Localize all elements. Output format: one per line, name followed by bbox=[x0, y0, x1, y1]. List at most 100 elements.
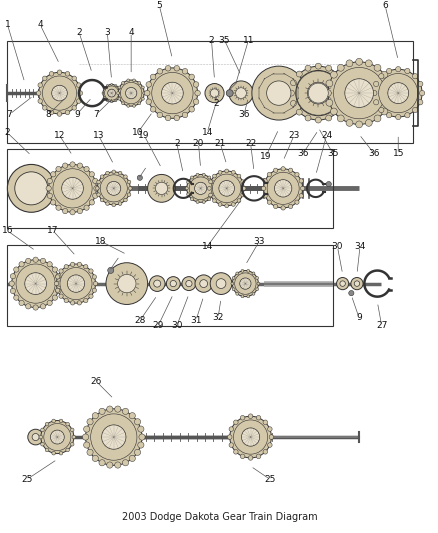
Ellipse shape bbox=[241, 295, 244, 298]
Ellipse shape bbox=[50, 430, 64, 444]
Ellipse shape bbox=[296, 70, 341, 116]
Ellipse shape bbox=[146, 99, 152, 104]
Ellipse shape bbox=[99, 459, 105, 466]
Ellipse shape bbox=[139, 434, 145, 440]
Ellipse shape bbox=[25, 304, 31, 309]
Ellipse shape bbox=[256, 288, 258, 290]
Ellipse shape bbox=[334, 71, 340, 77]
Ellipse shape bbox=[106, 171, 110, 175]
Text: 28: 28 bbox=[134, 316, 145, 325]
Ellipse shape bbox=[71, 428, 74, 432]
Ellipse shape bbox=[342, 90, 348, 96]
Ellipse shape bbox=[295, 200, 299, 204]
Ellipse shape bbox=[231, 203, 235, 206]
Ellipse shape bbox=[122, 408, 129, 415]
Ellipse shape bbox=[71, 301, 75, 305]
Ellipse shape bbox=[115, 100, 117, 102]
Text: 19: 19 bbox=[138, 131, 150, 140]
Ellipse shape bbox=[102, 92, 104, 94]
Ellipse shape bbox=[65, 110, 70, 115]
Ellipse shape bbox=[225, 204, 229, 208]
Ellipse shape bbox=[145, 90, 150, 96]
Ellipse shape bbox=[210, 89, 219, 98]
Ellipse shape bbox=[111, 84, 113, 85]
Text: 34: 34 bbox=[354, 242, 366, 251]
Ellipse shape bbox=[70, 162, 75, 167]
Ellipse shape bbox=[218, 171, 222, 174]
Ellipse shape bbox=[240, 278, 251, 289]
Ellipse shape bbox=[340, 100, 346, 107]
Ellipse shape bbox=[36, 91, 41, 95]
Ellipse shape bbox=[196, 200, 199, 204]
Ellipse shape bbox=[237, 174, 241, 178]
Ellipse shape bbox=[273, 204, 278, 208]
Ellipse shape bbox=[289, 90, 294, 96]
Ellipse shape bbox=[89, 200, 95, 205]
Ellipse shape bbox=[122, 459, 129, 466]
Ellipse shape bbox=[252, 66, 306, 120]
Ellipse shape bbox=[62, 177, 83, 199]
Ellipse shape bbox=[92, 413, 99, 419]
Ellipse shape bbox=[225, 169, 229, 173]
Ellipse shape bbox=[263, 179, 267, 183]
Ellipse shape bbox=[236, 88, 246, 99]
Ellipse shape bbox=[50, 172, 56, 177]
Ellipse shape bbox=[129, 413, 135, 419]
Ellipse shape bbox=[103, 88, 105, 90]
Ellipse shape bbox=[150, 107, 156, 112]
Text: 29: 29 bbox=[152, 321, 164, 330]
Ellipse shape bbox=[14, 295, 19, 300]
Ellipse shape bbox=[365, 119, 372, 126]
Ellipse shape bbox=[63, 208, 68, 214]
Ellipse shape bbox=[290, 100, 297, 107]
Text: 32: 32 bbox=[212, 313, 224, 322]
Text: 4: 4 bbox=[37, 20, 43, 29]
Ellipse shape bbox=[38, 83, 42, 87]
Ellipse shape bbox=[182, 112, 188, 118]
Ellipse shape bbox=[242, 187, 246, 190]
Ellipse shape bbox=[202, 200, 205, 204]
Text: 20: 20 bbox=[193, 139, 204, 148]
Ellipse shape bbox=[77, 301, 81, 305]
Ellipse shape bbox=[137, 175, 142, 180]
Ellipse shape bbox=[354, 281, 360, 286]
Ellipse shape bbox=[54, 281, 59, 286]
Ellipse shape bbox=[119, 92, 121, 94]
Ellipse shape bbox=[92, 179, 98, 183]
Ellipse shape bbox=[152, 72, 193, 114]
Ellipse shape bbox=[388, 83, 409, 103]
Ellipse shape bbox=[133, 79, 135, 82]
Text: 24: 24 bbox=[321, 131, 332, 140]
Ellipse shape bbox=[32, 433, 39, 441]
Ellipse shape bbox=[345, 79, 374, 108]
Ellipse shape bbox=[7, 165, 55, 212]
Ellipse shape bbox=[162, 82, 183, 104]
Ellipse shape bbox=[174, 66, 180, 71]
Ellipse shape bbox=[40, 304, 46, 309]
Ellipse shape bbox=[100, 175, 127, 202]
Ellipse shape bbox=[47, 262, 52, 267]
Ellipse shape bbox=[379, 74, 384, 79]
Ellipse shape bbox=[89, 172, 95, 177]
Ellipse shape bbox=[40, 258, 46, 263]
Ellipse shape bbox=[237, 199, 241, 203]
Ellipse shape bbox=[189, 74, 194, 79]
Ellipse shape bbox=[195, 90, 200, 96]
Ellipse shape bbox=[154, 280, 161, 287]
Ellipse shape bbox=[208, 198, 211, 201]
Ellipse shape bbox=[268, 443, 272, 447]
Text: 8: 8 bbox=[46, 110, 52, 119]
Ellipse shape bbox=[118, 98, 121, 100]
Ellipse shape bbox=[381, 108, 388, 115]
Ellipse shape bbox=[155, 182, 168, 195]
Ellipse shape bbox=[252, 272, 255, 275]
Text: 12: 12 bbox=[54, 131, 65, 140]
Text: 2: 2 bbox=[208, 36, 214, 45]
Ellipse shape bbox=[209, 193, 212, 197]
Ellipse shape bbox=[16, 264, 55, 303]
Ellipse shape bbox=[170, 280, 177, 287]
Ellipse shape bbox=[189, 107, 194, 112]
Ellipse shape bbox=[209, 180, 212, 183]
Ellipse shape bbox=[182, 68, 188, 74]
Ellipse shape bbox=[146, 82, 152, 87]
